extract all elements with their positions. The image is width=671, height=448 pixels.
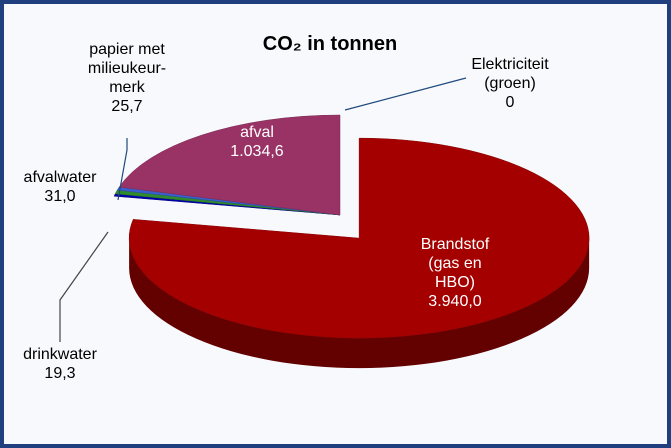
chart-title: CO₂ in tonnen [262,33,398,55]
value-label: 0 [505,94,515,111]
category-label: Elektriciteit (groen) [471,56,549,92]
data-label: Elektriciteit (groen) 0 [471,55,548,112]
tops [113,114,590,339]
sides [129,238,590,369]
slice [118,114,341,216]
data-label: drinkwater 19,3 [23,345,97,383]
data-label: afval 1.034,6 [230,123,283,161]
value-label: 31,0 [44,188,76,205]
leader-line [117,138,128,201]
data-label: papier met milieukeur- merk 25,7 [88,40,166,116]
leader-line [344,77,467,111]
leader-line [59,231,109,342]
slice-side [129,238,590,369]
category-label: papier met milieukeur- merk [87,41,167,96]
value-label: 19,3 [44,365,76,382]
category-label: Brandstof (gas en HBO) [420,236,490,291]
value-label: 1.034,6 [230,143,284,160]
data-label: afvalwater 31,0 [24,168,97,206]
slice [128,137,590,339]
data-label: Brandstof (gas en HBO) 3.940,0 [421,235,489,311]
value-label: 3.940,0 [428,293,482,310]
category-label: afvalwater [23,169,97,186]
value-label: 25,7 [111,98,143,115]
category-label: afval [240,124,274,141]
category-label: drinkwater [23,346,97,363]
